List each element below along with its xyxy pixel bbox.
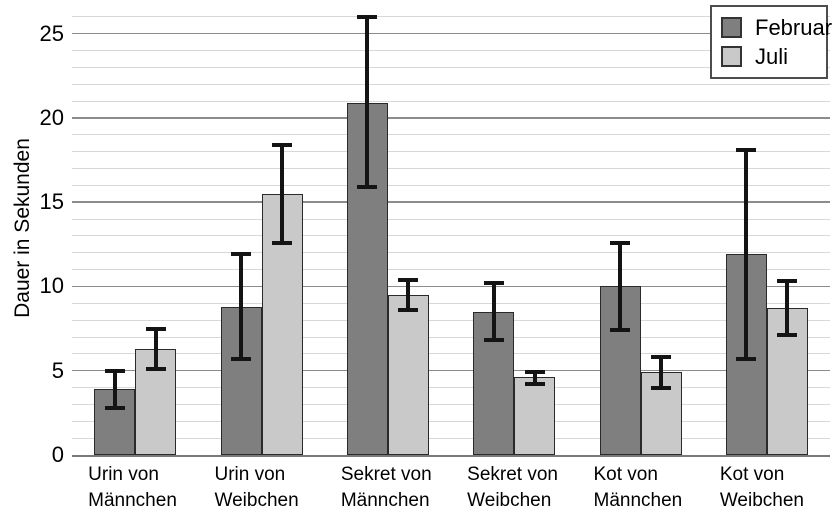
error-bar-cap-top-februar-0 [104,368,125,373]
gridline-major [72,285,830,288]
y-tick-label-20: 20 [39,104,64,130]
gridline-minor [72,184,830,186]
x-category-label-2: Sekret von Männchen [341,462,432,512]
error-bar-line-februar-0 [112,370,117,408]
error-bar-line-juli-5 [785,281,790,336]
x-category-label-3: Sekret von Weibchen [467,462,558,512]
y-tick-label-0: 0 [51,442,64,467]
error-bar-cap-top-februar-4 [610,240,630,245]
error-bar-cap-bottom-juli-0 [145,367,166,372]
error-bar-line-juli-0 [153,328,158,370]
gridline-minor [72,50,830,52]
error-bar-cap-top-februar-3 [483,281,504,286]
gridline-minor [72,302,830,304]
error-bar-cap-bottom-juli-5 [777,333,798,338]
y-tick-label-15: 15 [39,189,64,215]
gridline-minor [72,319,830,321]
gridline-minor [72,218,830,220]
error-bar-cap-bottom-juli-1 [272,240,292,245]
legend-swatch-juli [721,46,742,67]
error-bar-cap-bottom-juli-3 [524,382,545,387]
bar-juli-3 [514,377,556,455]
error-bar-line-februar-5 [744,149,749,359]
error-bar-line-juli-1 [280,144,284,243]
error-bar-cap-top-juli-2 [398,277,419,282]
gridline-minor [72,252,830,254]
gridline-major [72,369,830,372]
gridline-minor [72,403,830,405]
error-bar-cap-bottom-juli-2 [398,308,419,313]
error-bar-cap-bottom-februar-0 [104,405,125,410]
error-bar-cap-bottom-februar-2 [357,185,378,190]
error-bar-cap-top-juli-0 [145,326,166,331]
gridline-minor [72,16,830,18]
error-bar-cap-bottom-februar-5 [736,356,757,361]
error-bar-line-februar-3 [491,283,496,341]
error-bar-cap-top-februar-2 [357,14,378,19]
error-bar-line-juli-3 [532,372,537,385]
gridline-minor [72,387,830,389]
error-bar-cap-top-juli-3 [524,370,545,375]
gridline-minor [72,66,830,68]
gridline-minor [72,168,830,170]
plot-area [72,0,830,457]
gridline-minor [72,437,830,439]
x-category-label-5: Kot von Weibchen [720,462,804,512]
x-category-label-line: Kot von [719,464,785,485]
gridline-minor [72,134,830,136]
error-bar-cap-bottom-februar-4 [610,328,630,333]
error-bar-cap-top-februar-5 [736,147,757,152]
y-tick-label-5: 5 [51,357,64,383]
error-bar-cap-bottom-februar-1 [231,356,251,361]
x-category-label-line: Weibchen [719,490,804,511]
legend-label-februar: Februar [755,14,832,40]
gridline-major [72,117,830,119]
x-category-label-line: Kot von [593,464,658,485]
x-category-label-line: Weibchen [214,490,299,511]
error-bar-line-februar-1 [239,254,243,359]
gridline-minor [72,151,830,153]
error-bar-line-juli-2 [406,279,411,311]
x-category-label-line: Männchen [340,490,430,511]
error-bar-line-februar-4 [618,242,622,331]
gridline-major [72,201,830,203]
gridline-minor [72,420,830,422]
bar-juli-2 [387,294,429,455]
legend: Februar Juli [710,5,832,79]
error-bar-cap-top-juli-4 [651,355,671,360]
legend-swatch-februar [721,17,742,38]
gridline-minor [72,353,830,355]
legend-row-juli: Juli [721,42,817,71]
x-category-label-1: Urin von Weibchen [215,462,299,512]
gridline-minor [72,235,830,237]
gridline-minor [72,83,830,85]
legend-row-februar: Februar [721,13,832,42]
legend-label-juli: Juli [755,43,789,69]
y-tick-label-10: 10 [39,273,64,299]
error-bar-cap-bottom-juli-4 [651,385,671,390]
error-bar-cap-top-februar-1 [231,252,251,257]
gridline-minor [72,100,830,102]
x-category-label-0: Urin von Männchen [88,462,177,512]
x-category-label-line: Weibchen [467,490,552,511]
x-category-label-line: Männchen [593,490,683,511]
gridline-major [72,32,830,35]
y-tick-label-25: 25 [39,20,64,46]
gridline-minor [72,336,830,338]
x-category-label-line: Urin von [88,464,159,485]
error-bar-line-juli-4 [659,357,663,388]
x-category-label-line: Sekret von [467,464,558,485]
x-category-label-line: Männchen [88,490,177,511]
x-category-label-line: Sekret von [340,464,432,485]
error-bar-cap-bottom-februar-3 [483,338,504,343]
x-category-label-line: Urin von [214,464,286,485]
gridline-minor [72,269,830,271]
x-category-label-4: Kot von Männchen [594,462,683,512]
error-bar-line-februar-2 [365,16,370,188]
error-bar-cap-top-juli-5 [777,279,798,284]
error-bar-cap-top-juli-1 [272,142,292,147]
